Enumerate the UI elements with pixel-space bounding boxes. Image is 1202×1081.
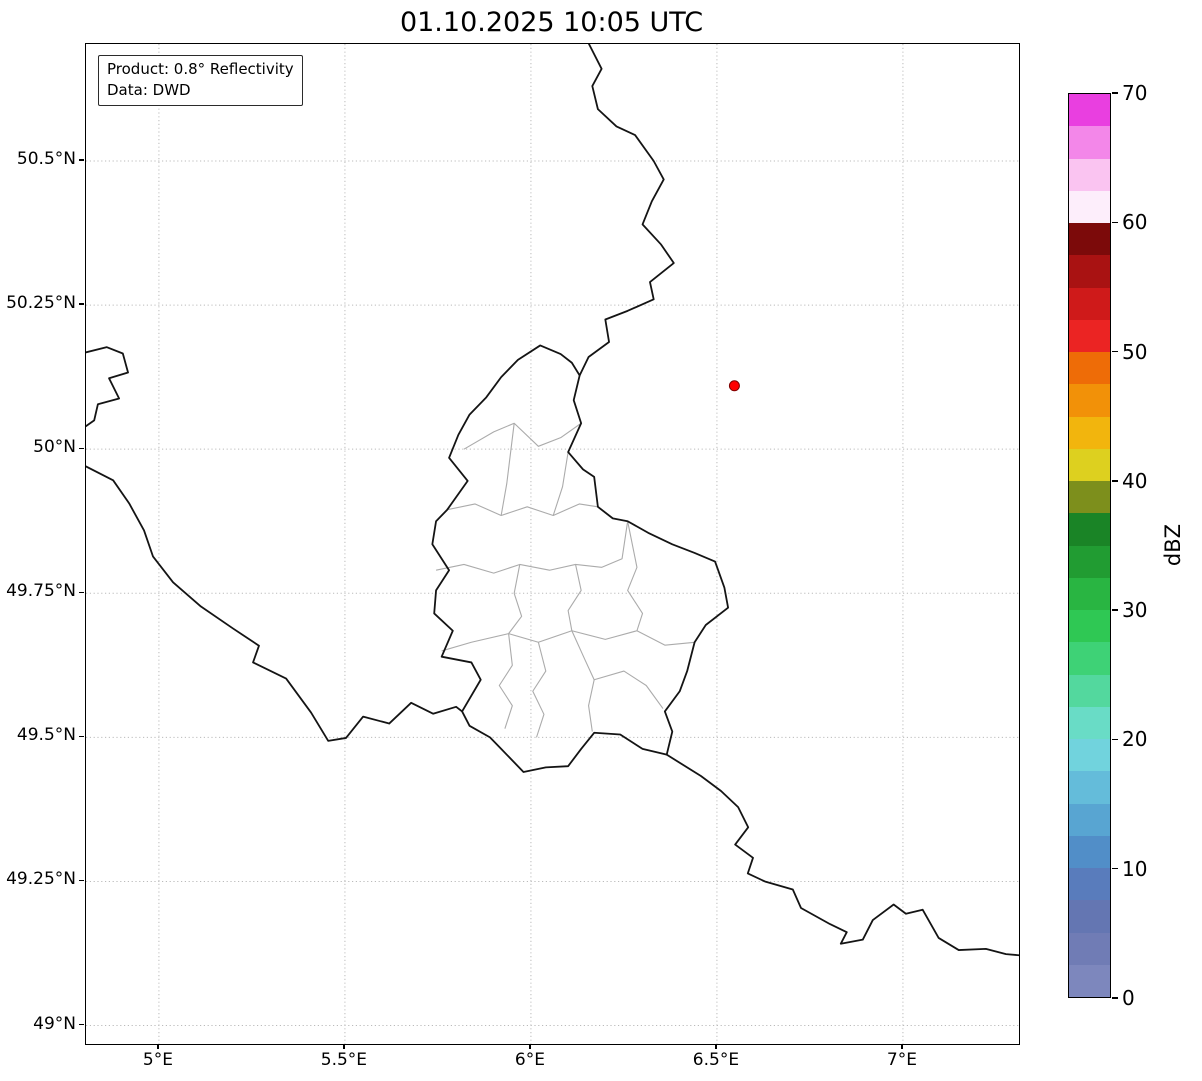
canton-border xyxy=(552,451,569,516)
colorbar-tick-label: 0 xyxy=(1122,986,1135,1010)
colorbar-band xyxy=(1069,803,1110,836)
colorbar-band xyxy=(1069,900,1110,933)
canton-border xyxy=(498,633,513,729)
national-border xyxy=(665,753,1019,957)
colorbar-band xyxy=(1069,352,1110,385)
y-tick-label: 49°N xyxy=(33,1013,76,1034)
national-border xyxy=(86,465,464,742)
colorbar-tick-label: 20 xyxy=(1122,727,1148,752)
colorbar-band xyxy=(1069,126,1110,159)
canton-border xyxy=(435,521,629,574)
y-tick-mark xyxy=(78,591,84,593)
colorbar-band xyxy=(1069,513,1110,546)
colorbar-band xyxy=(1069,610,1110,643)
y-tick-label: 49.75°N xyxy=(6,581,76,602)
canton-border xyxy=(441,630,695,652)
product-annotation-box: Product: 0.8° Reflectivity Data: DWD xyxy=(98,55,303,106)
canton-border xyxy=(594,670,664,709)
colorbar-tick-label: 10 xyxy=(1122,856,1148,881)
colorbar-band xyxy=(1069,706,1110,739)
radar-site-marker xyxy=(728,380,740,392)
product-annotation-line2: Data: DWD xyxy=(107,81,191,99)
colorbar-band xyxy=(1069,416,1110,449)
national-border xyxy=(431,344,729,773)
colorbar-tick-label: 50 xyxy=(1122,339,1148,364)
colorbar-tick-label: 60 xyxy=(1122,210,1148,235)
colorbar-band xyxy=(1069,771,1110,804)
colorbar-tick-mark xyxy=(1111,221,1118,223)
product-annotation-line1: Product: 0.8° Reflectivity xyxy=(107,60,294,78)
y-tick-label: 50°N xyxy=(33,437,76,458)
x-tick-mark xyxy=(715,1044,717,1050)
y-tick-mark xyxy=(78,879,84,882)
colorbar-tick-mark xyxy=(1111,997,1118,999)
colorbar-band xyxy=(1069,481,1110,514)
x-tick-label: 6.5°E xyxy=(692,1050,740,1070)
colorbar-band xyxy=(1069,158,1110,191)
colorbar-band xyxy=(1069,932,1110,965)
canton-border xyxy=(627,521,644,631)
x-tick-mark xyxy=(343,1044,345,1050)
colorbar-tick-label: 70 xyxy=(1122,81,1148,105)
figure-title: 01.10.2025 10:05 UTC xyxy=(399,7,704,38)
colorbar-band xyxy=(1069,577,1110,610)
canton-border xyxy=(500,423,515,516)
canton-border xyxy=(532,642,547,738)
national-border xyxy=(86,346,129,428)
y-tick-mark xyxy=(78,1023,84,1026)
colorbar-band xyxy=(1069,739,1110,772)
colorbar-band xyxy=(1069,868,1110,901)
colorbar-band xyxy=(1069,384,1110,417)
x-tick-label: 5.5°E xyxy=(320,1050,368,1070)
y-tick-mark xyxy=(78,735,84,738)
colorbar-tick-mark xyxy=(1111,480,1118,482)
canton-border xyxy=(447,503,598,517)
colorbar-band xyxy=(1069,642,1110,675)
x-tick-label: 7°E xyxy=(886,1050,917,1070)
y-tick-mark xyxy=(78,303,84,305)
y-tick-label: 49.25°N xyxy=(6,869,76,890)
colorbar-band xyxy=(1069,287,1110,320)
x-tick-mark xyxy=(529,1044,531,1050)
national-border xyxy=(578,44,675,377)
colorbar-band xyxy=(1069,255,1110,288)
colorbar-band xyxy=(1069,319,1110,352)
colorbar xyxy=(1068,93,1111,998)
y-tick-label: 50.25°N xyxy=(6,293,76,314)
colorbar-band xyxy=(1069,835,1110,868)
y-tick-label: 50.5°N xyxy=(16,149,76,169)
colorbar-band xyxy=(1069,223,1110,256)
colorbar-tick-mark xyxy=(1111,738,1118,741)
canton-border xyxy=(463,422,582,450)
colorbar-band xyxy=(1069,545,1110,578)
colorbar-tick-mark xyxy=(1111,350,1118,353)
canton-border xyxy=(571,630,595,732)
canton-border xyxy=(508,564,523,634)
colorbar-tick-mark xyxy=(1111,609,1118,611)
colorbar-band xyxy=(1069,94,1110,127)
colorbar-tick-mark xyxy=(1111,92,1118,94)
x-tick-label: 5°E xyxy=(142,1050,173,1070)
y-tick-mark xyxy=(78,447,84,449)
colorbar-tick-mark xyxy=(1111,868,1118,870)
y-tick-label: 49.5°N xyxy=(16,725,76,746)
map-axes: Product: 0.8° Reflectivity Data: DWD xyxy=(85,43,1020,1045)
colorbar-band xyxy=(1069,190,1110,223)
y-tick-mark xyxy=(78,159,84,161)
colorbar-tick-label: 40 xyxy=(1122,468,1148,493)
canton-border xyxy=(567,564,582,631)
x-tick-mark xyxy=(157,1044,159,1050)
x-tick-mark xyxy=(901,1044,903,1050)
colorbar-band xyxy=(1069,964,1110,997)
colorbar-tick-label: 30 xyxy=(1122,598,1148,623)
colorbar-label: dBZ xyxy=(1161,523,1185,567)
map-canvas xyxy=(86,44,1019,1044)
colorbar-band xyxy=(1069,448,1110,481)
x-tick-label: 6°E xyxy=(514,1050,545,1070)
colorbar-band xyxy=(1069,674,1110,707)
